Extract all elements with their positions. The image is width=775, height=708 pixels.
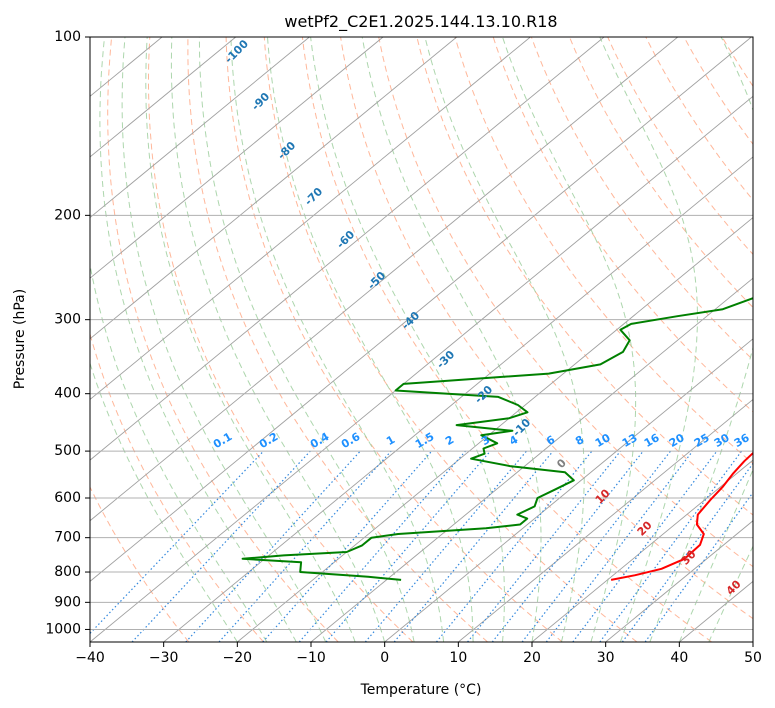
y-tick-label: 100 [54, 29, 81, 45]
dry-adiabat [301, 37, 712, 642]
dry-adiabat [225, 37, 563, 642]
mixing-ratio-line [491, 450, 644, 642]
dry-adiabat [454, 37, 753, 465]
mixing-ratio-line [467, 450, 621, 642]
chart-title: wetPf2_C2E1.2025.144.13.10.R18 [284, 12, 557, 32]
moist-adiabat [230, 37, 445, 642]
y-tick-label: 900 [54, 594, 81, 610]
isotherm [237, 217, 753, 642]
pressure-grid [90, 37, 753, 630]
x-tick-label: 50 [744, 650, 762, 666]
isotherm [310, 277, 753, 642]
moist-adiabat [361, 37, 542, 642]
dry-adiabat [416, 37, 753, 516]
mixing-ratio-line [364, 450, 527, 642]
moist-adiabat [90, 361, 238, 642]
background-lines [90, 37, 753, 642]
moist-adiabat [502, 37, 637, 642]
isotherm [90, 37, 679, 522]
moist-adiabat [424, 37, 585, 642]
x-axis-label: Temperature (°C) [360, 682, 482, 698]
isotherm [90, 37, 605, 461]
x-tick-label: 20 [523, 650, 541, 666]
mixing-ratio-line [435, 450, 593, 642]
dry-adiabat [569, 37, 753, 309]
mixing-ratio-line [393, 450, 554, 642]
dry-adiabat [263, 37, 638, 642]
isotherm [163, 156, 753, 642]
x-tick-label: −20 [223, 650, 253, 666]
mixing-ratio-line [185, 450, 361, 642]
mixing-ratio-line [545, 450, 694, 642]
moist-adiabat [145, 37, 356, 642]
y-tick-label: 300 [54, 312, 81, 328]
x-tick-label: 40 [670, 650, 688, 666]
y-tick-label: 200 [54, 207, 81, 223]
y-axis-label: Pressure (hPa) [12, 289, 28, 389]
isotherm [384, 338, 753, 642]
dry-adiabat [340, 37, 753, 620]
plot-frame [89, 36, 754, 643]
isotherm [605, 520, 753, 642]
mixing-ratio-line [218, 450, 392, 642]
isotherm [458, 398, 753, 642]
dry-adiabat [645, 37, 753, 201]
moist-adiabat [678, 468, 753, 642]
moist-adiabat [310, 37, 505, 642]
temperature-profile [610, 451, 753, 581]
moist-adiabat [649, 37, 753, 642]
y-tick-label: 400 [54, 386, 81, 402]
dry-adiabat [107, 37, 339, 642]
dewpoint-profile [241, 297, 753, 581]
moist-adiabat [170, 37, 386, 642]
isotherm [90, 95, 753, 642]
y-tick-label: 500 [54, 443, 81, 459]
isotherm [90, 37, 752, 582]
isotherm [90, 37, 384, 279]
dry-adiabat [530, 37, 753, 361]
moist-adiabat [121, 37, 327, 642]
y-tick-label: 700 [54, 530, 81, 546]
dry-adiabat [187, 37, 488, 642]
isotherm [531, 459, 753, 642]
isotherm [90, 37, 458, 340]
y-axis-ticks: 100 200 300 400 500 600 700 800 900 1000 [45, 29, 90, 637]
x-tick-label: 0 [380, 650, 389, 666]
x-tick-label: −10 [296, 650, 326, 666]
mixing-ratio-line [262, 450, 433, 642]
x-tick-label: 30 [597, 650, 615, 666]
moist-adiabat [99, 37, 297, 642]
isotherm [90, 37, 310, 219]
x-tick-label: −40 [75, 650, 105, 666]
mixing-ratio-line [621, 462, 753, 642]
dry-adiabat [90, 485, 190, 642]
x-tick-label: 10 [449, 650, 467, 666]
isotherm [90, 37, 531, 401]
moist-adiabat [90, 261, 268, 642]
moist-adiabat [599, 37, 698, 642]
moist-adiabat [267, 37, 474, 642]
y-tick-label: 800 [54, 564, 81, 580]
y-tick-label: 1000 [45, 621, 81, 637]
mixing-ratio-line [521, 450, 672, 642]
y-tick-label: 600 [54, 490, 81, 506]
x-axis-ticks: −40 −30 −20 −10 0 10 20 30 40 50 [75, 642, 762, 666]
moist-adiabat [198, 37, 415, 642]
isotherm [90, 37, 237, 158]
x-tick-label: −30 [149, 650, 179, 666]
dry-adiabat [683, 37, 753, 146]
profiles [241, 297, 753, 581]
dry-adiabat [90, 332, 264, 642]
dry-adiabat [148, 37, 414, 642]
dry-adiabat [378, 37, 753, 568]
